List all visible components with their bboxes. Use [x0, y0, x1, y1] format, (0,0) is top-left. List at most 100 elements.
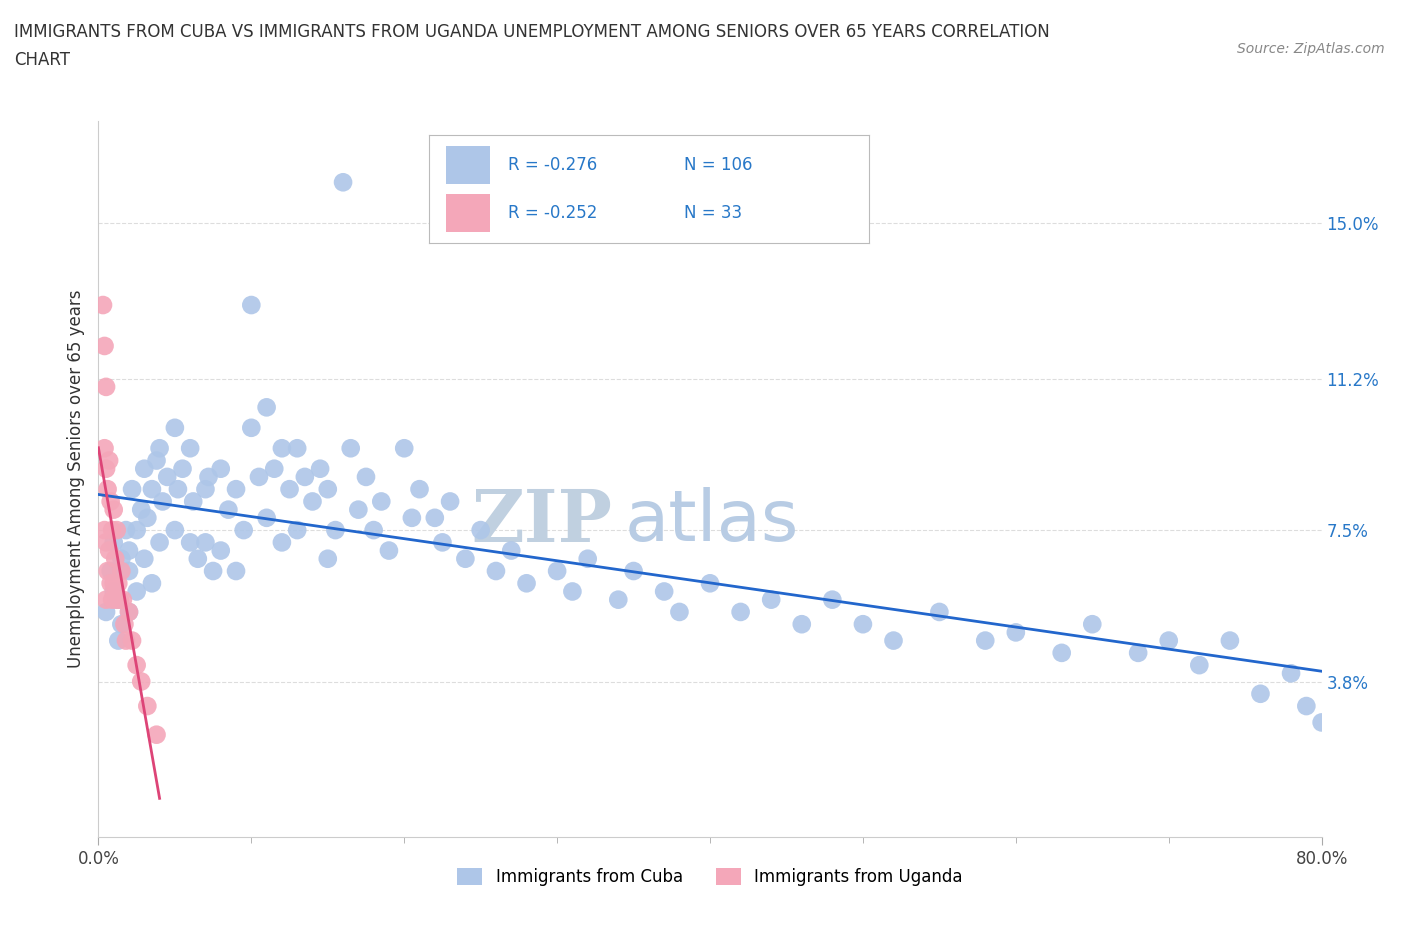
Point: [1188, 658, 1211, 672]
Point: [240, 420, 263, 435]
Point: [121, 633, 143, 648]
Point: [232, 523, 254, 538]
Point: [110, 617, 132, 631]
Point: [256, 511, 278, 525]
Text: IMMIGRANTS FROM CUBA VS IMMIGRANTS FROM UGANDA UNEMPLOYMENT AMONG SENIORS OVER 6: IMMIGRANTS FROM CUBA VS IMMIGRANTS FROM …: [14, 23, 1050, 41]
Point: [256, 400, 278, 415]
Point: [172, 461, 194, 476]
Point: [105, 592, 128, 607]
Point: [94, 461, 117, 476]
Text: CHART: CHART: [14, 51, 70, 69]
Point: [94, 592, 117, 607]
Point: [197, 470, 219, 485]
Point: [105, 592, 128, 607]
Point: [93, 441, 115, 456]
Point: [134, 461, 156, 476]
Text: Source: ZipAtlas.com: Source: ZipAtlas.com: [1237, 42, 1385, 56]
Point: [103, 576, 125, 591]
Point: [179, 441, 201, 456]
Point: [370, 494, 392, 509]
Point: [623, 564, 645, 578]
Point: [325, 523, 347, 538]
Point: [1004, 625, 1026, 640]
Point: [470, 523, 492, 538]
Point: [1081, 617, 1104, 631]
Point: [187, 551, 209, 566]
Point: [699, 576, 721, 591]
Point: [108, 592, 131, 607]
Point: [285, 523, 308, 538]
Point: [110, 564, 132, 578]
Point: [1279, 666, 1302, 681]
Point: [134, 551, 156, 566]
Point: [98, 453, 121, 468]
Point: [516, 576, 538, 591]
Point: [354, 470, 377, 485]
Point: [97, 482, 120, 497]
Point: [852, 617, 875, 631]
Point: [112, 617, 135, 631]
Point: [821, 592, 844, 607]
Point: [111, 592, 134, 607]
Point: [423, 511, 446, 525]
Point: [125, 584, 148, 599]
Point: [101, 523, 124, 538]
Point: [432, 535, 454, 550]
Point: [118, 604, 141, 619]
Point: [378, 543, 401, 558]
Point: [118, 564, 141, 578]
Point: [129, 674, 152, 689]
Point: [101, 592, 124, 607]
Point: [136, 698, 159, 713]
Point: [100, 576, 122, 591]
Point: [1157, 633, 1180, 648]
Point: [202, 564, 225, 578]
Point: [392, 441, 416, 456]
Point: [141, 482, 163, 497]
Legend: Immigrants from Cuba, Immigrants from Uganda: Immigrants from Cuba, Immigrants from Ug…: [450, 861, 970, 893]
Point: [209, 461, 232, 476]
Point: [194, 482, 217, 497]
Point: [149, 441, 172, 456]
Text: atlas: atlas: [624, 487, 799, 556]
Point: [103, 535, 125, 550]
Point: [115, 633, 138, 648]
Point: [270, 441, 292, 456]
Point: [225, 564, 247, 578]
Point: [247, 470, 270, 485]
Point: [730, 604, 752, 619]
Point: [105, 523, 128, 538]
Point: [100, 494, 122, 509]
Point: [125, 658, 148, 672]
Point: [668, 604, 690, 619]
Point: [163, 420, 186, 435]
Point: [347, 502, 370, 517]
Point: [294, 470, 316, 485]
Point: [263, 461, 285, 476]
Point: [485, 564, 508, 578]
Point: [94, 604, 117, 619]
Point: [98, 543, 121, 558]
Point: [121, 482, 143, 497]
Point: [107, 576, 129, 591]
Point: [1295, 698, 1317, 713]
Point: [270, 535, 292, 550]
Point: [339, 441, 361, 456]
Point: [93, 339, 115, 353]
Point: [225, 482, 247, 497]
Point: [103, 502, 125, 517]
Point: [118, 543, 141, 558]
Point: [401, 511, 423, 525]
Point: [454, 551, 477, 566]
Point: [790, 617, 813, 631]
Point: [652, 584, 675, 599]
Point: [316, 551, 339, 566]
Point: [163, 523, 186, 538]
Point: [974, 633, 997, 648]
Point: [1310, 715, 1333, 730]
Point: [309, 461, 332, 476]
Point: [118, 604, 141, 619]
Point: [316, 482, 339, 497]
Point: [181, 494, 204, 509]
Point: [607, 592, 630, 607]
